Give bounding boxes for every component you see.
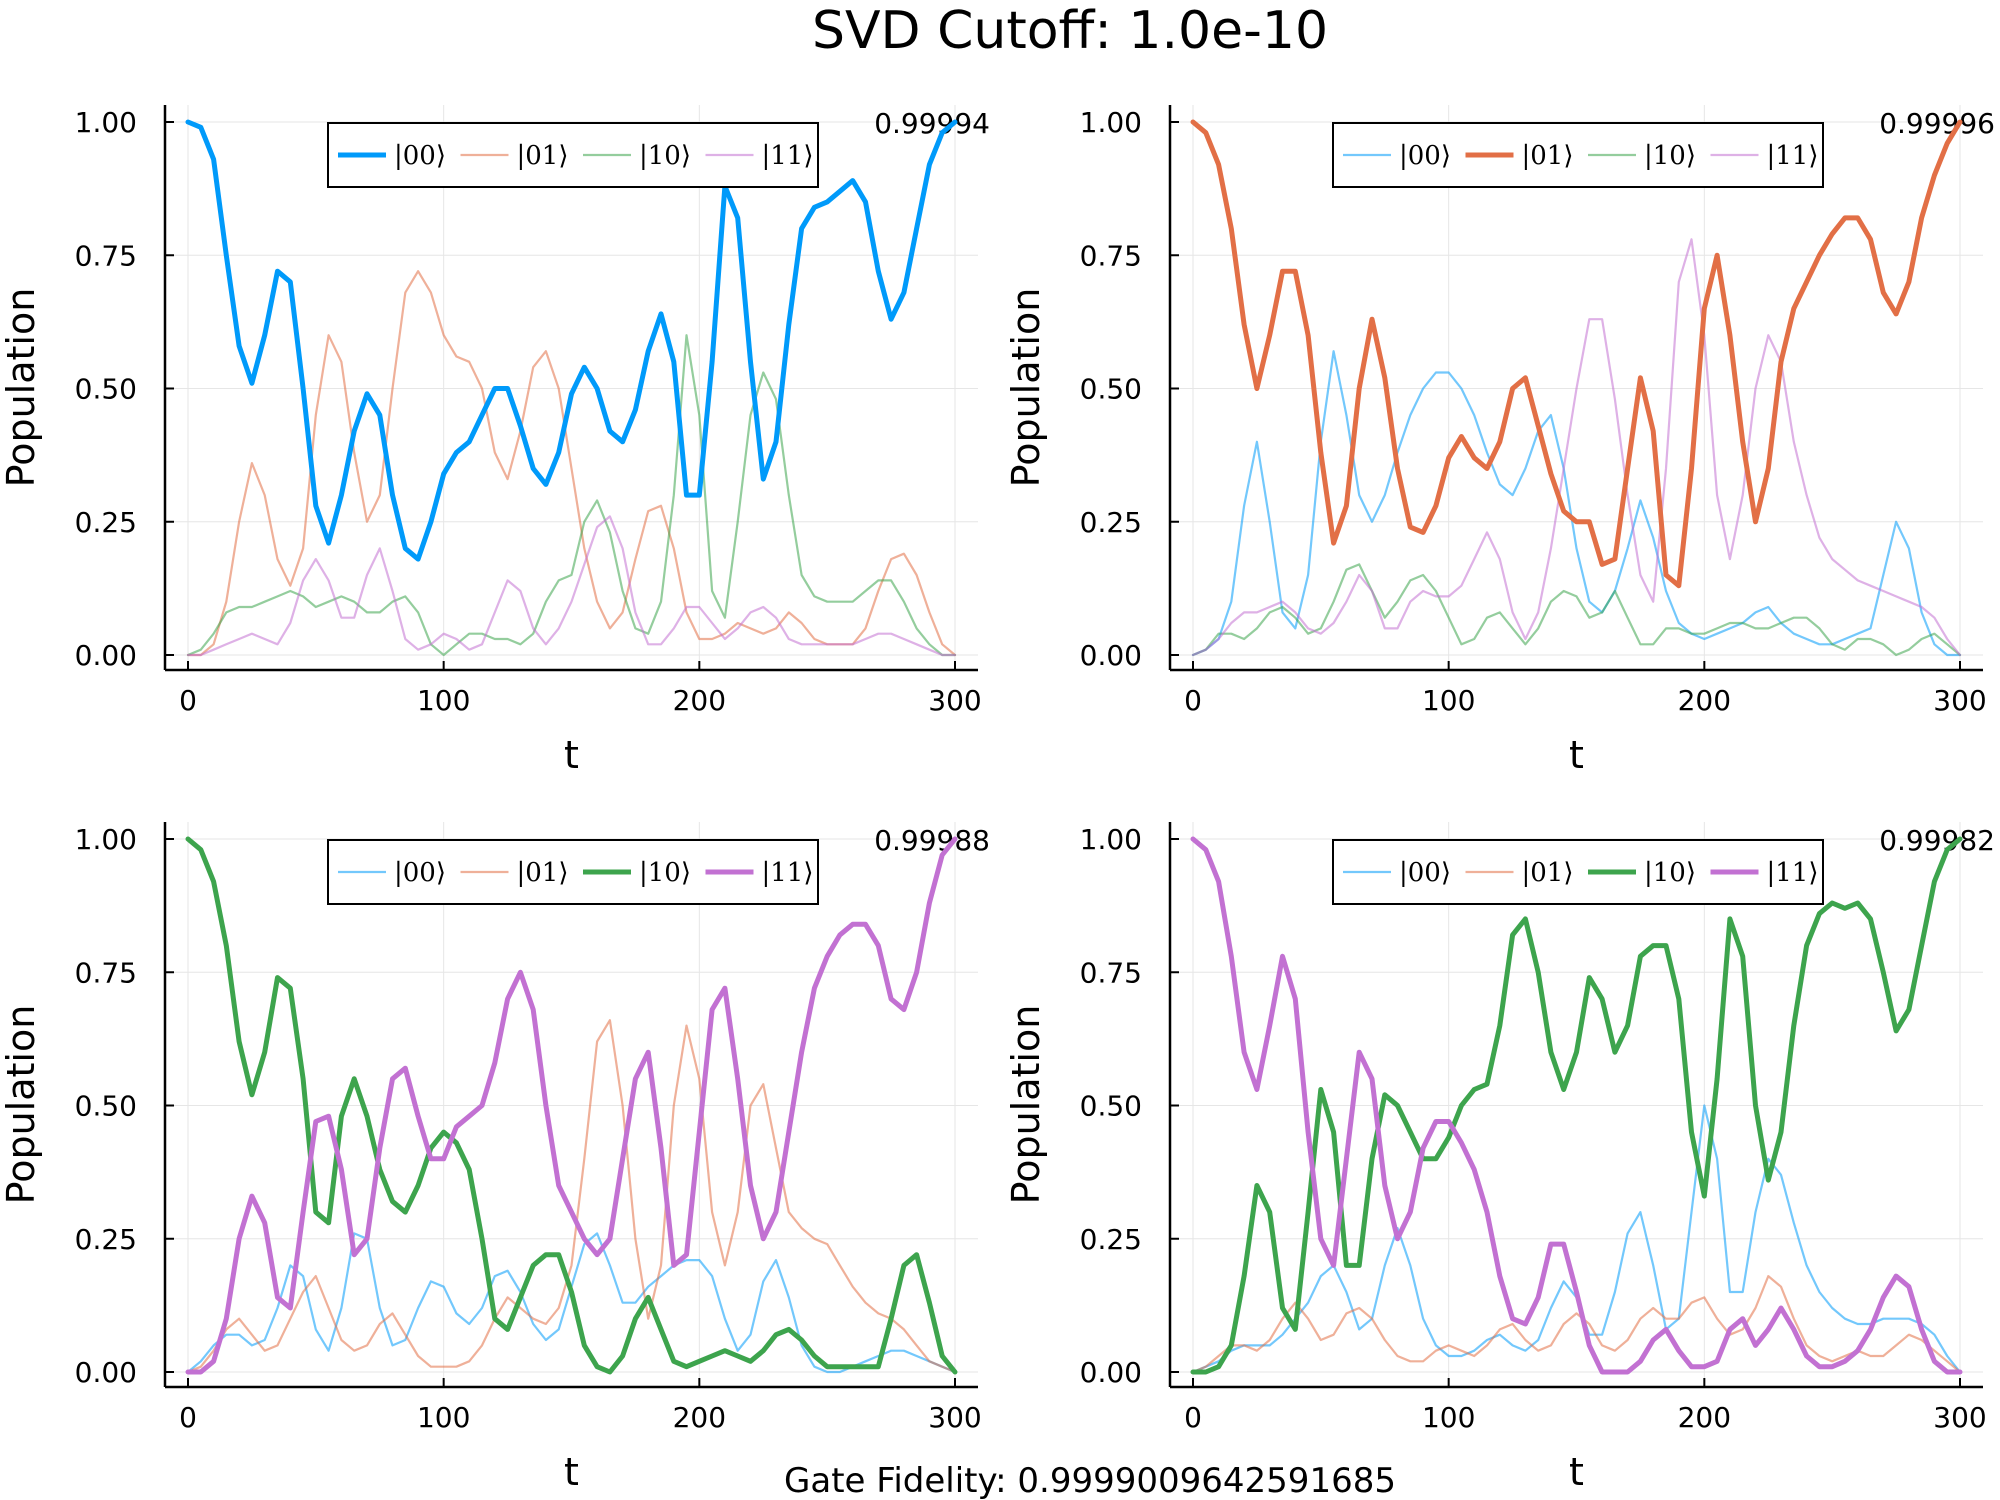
legend-label-00: |00⟩ — [394, 141, 446, 171]
y-tick-label: 0.25 — [75, 506, 137, 539]
x-tick-label: 100 — [1422, 684, 1475, 717]
y-tick-label: 1.00 — [1080, 106, 1142, 139]
series-line-10 — [1191, 563, 1962, 657]
x-tick-label: 300 — [928, 1401, 981, 1434]
figure-title: SVD Cutoff: 1.0e-10 — [812, 1, 1328, 61]
legend-label-11: |11⟩ — [1767, 858, 1819, 888]
x-tick-label: 100 — [1422, 1401, 1475, 1434]
y-tick-label: 0.00 — [75, 1356, 137, 1389]
legend-label-00: |00⟩ — [394, 858, 446, 888]
x-tick-label: 0 — [1184, 684, 1202, 717]
series-line-00 — [185, 119, 958, 562]
legend-label-01: |01⟩ — [1522, 141, 1574, 171]
x-tick-label: 200 — [1678, 684, 1731, 717]
panels: 0 100 200 300 0.00 0.25 0.50 0.75 1.00 t Populatio… — [0, 105, 1995, 1494]
y-axis-label: Population — [1004, 1005, 1048, 1205]
fidelity-annotation: 0.99988 — [874, 824, 990, 857]
y-tick-label: 0.00 — [1080, 1356, 1142, 1389]
series-line-01 — [186, 1019, 957, 1374]
series-line-01 — [1190, 119, 1963, 589]
legend-label-01: |01⟩ — [517, 858, 569, 888]
legend-label-01: |01⟩ — [517, 141, 569, 171]
y-tick-label: 0.25 — [1080, 506, 1142, 539]
legend-label-00: |00⟩ — [1399, 141, 1451, 171]
series-line-11 — [185, 836, 958, 1375]
x-tick-label: 100 — [417, 1401, 470, 1434]
fidelity-annotation: 0.99996 — [1879, 107, 1995, 140]
legend-label-10: |10⟩ — [639, 141, 691, 171]
series-line-10 — [186, 334, 957, 657]
legend-label-01: |01⟩ — [1522, 858, 1574, 888]
legend-label-10: |10⟩ — [1644, 141, 1696, 171]
x-axis-label: t — [564, 1450, 579, 1494]
y-tick-label: 0.00 — [75, 639, 137, 672]
x-tick-label: 200 — [673, 684, 726, 717]
legend-label-11: |11⟩ — [1767, 141, 1819, 171]
series-line-11 — [1190, 836, 1963, 1375]
y-tick-label: 0.50 — [1080, 373, 1142, 406]
x-axis-label: t — [564, 733, 579, 777]
fidelity-annotation: 0.99982 — [1879, 824, 1995, 857]
y-tick-label: 1.00 — [75, 106, 137, 139]
x-tick-label: 300 — [1933, 684, 1986, 717]
y-tick-label: 0.25 — [1080, 1223, 1142, 1256]
y-tick-label: 0.50 — [75, 1090, 137, 1123]
x-tick-label: 100 — [417, 684, 470, 717]
series-line-01 — [1191, 1274, 1962, 1374]
x-axis-label: t — [1569, 1450, 1584, 1494]
y-tick-label: 1.00 — [1080, 823, 1142, 856]
y-axis-label: Population — [1004, 288, 1048, 488]
x-tick-label: 200 — [1678, 1401, 1731, 1434]
figure-footer: Gate Fidelity: 0.9999009642591685 — [784, 1461, 1396, 1500]
series-line-11 — [186, 515, 957, 657]
x-tick-label: 300 — [1933, 1401, 1986, 1434]
y-tick-label: 0.75 — [1080, 956, 1142, 989]
panel-top-right: 0 100 200 300 0.00 0.25 0.50 0.75 1.00 t Populatio… — [1004, 105, 1995, 777]
legend-label-11: |11⟩ — [762, 858, 814, 888]
x-tick-label: 300 — [928, 684, 981, 717]
y-tick-label: 0.75 — [75, 956, 137, 989]
panel-bottom-left: 0 100 200 300 0.00 0.25 0.50 0.75 1.00 t Populatio… — [0, 822, 990, 1494]
panel-top-left: 0 100 200 300 0.00 0.25 0.50 0.75 1.00 t Populatio… — [0, 105, 990, 777]
legend-label-10: |10⟩ — [1644, 858, 1696, 888]
y-axis-label: Population — [0, 288, 43, 488]
legend-label-10: |10⟩ — [639, 858, 691, 888]
y-tick-label: 0.00 — [1080, 639, 1142, 672]
fidelity-annotation: 0.99994 — [874, 107, 990, 140]
x-tick-label: 0 — [179, 684, 197, 717]
y-tick-label: 0.50 — [75, 373, 137, 406]
legend-label-11: |11⟩ — [762, 141, 814, 171]
y-tick-label: 0.50 — [1080, 1090, 1142, 1123]
x-tick-label: 200 — [673, 1401, 726, 1434]
y-tick-label: 1.00 — [75, 823, 137, 856]
x-axis-label: t — [1569, 733, 1584, 777]
y-tick-label: 0.25 — [75, 1223, 137, 1256]
panel-bottom-right: 0 100 200 300 0.00 0.25 0.50 0.75 1.00 t Populatio… — [1004, 822, 1995, 1494]
y-tick-label: 0.75 — [1080, 239, 1142, 272]
series-line-10 — [1190, 836, 1963, 1375]
x-tick-label: 0 — [1184, 1401, 1202, 1434]
legend-label-00: |00⟩ — [1399, 858, 1451, 888]
series-line-10 — [185, 836, 958, 1375]
series-line-11 — [1191, 238, 1962, 657]
y-tick-label: 0.75 — [75, 239, 137, 272]
x-tick-label: 0 — [179, 1401, 197, 1434]
y-axis-label: Population — [0, 1005, 43, 1205]
